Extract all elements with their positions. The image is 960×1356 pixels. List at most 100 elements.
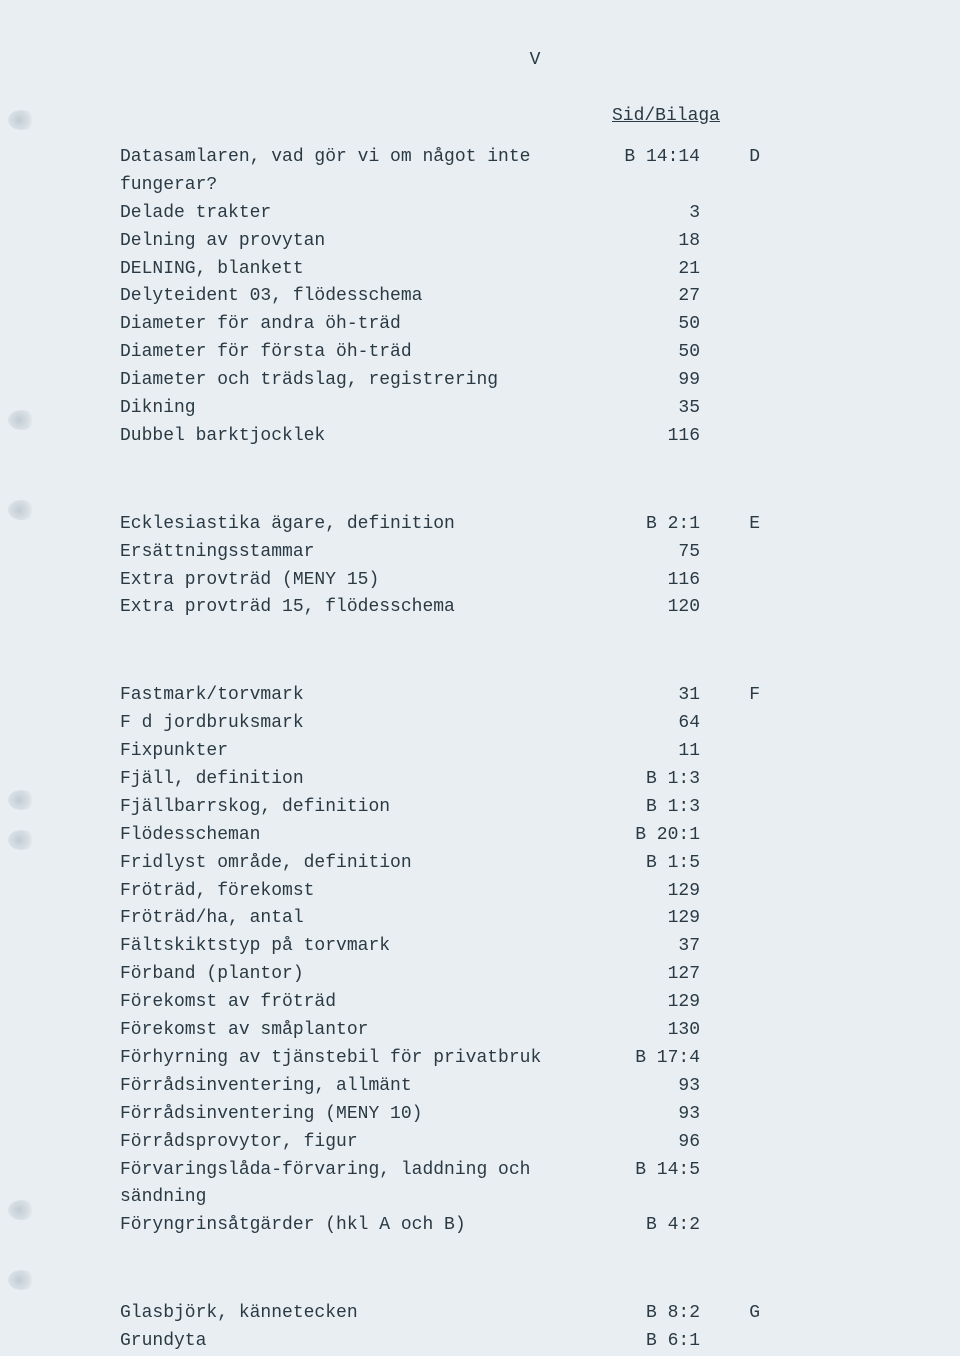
entry-value: 11 bbox=[600, 738, 720, 766]
entry-label: F d jordbruksmark bbox=[120, 710, 600, 738]
entry-value: 50 bbox=[600, 339, 720, 367]
entry-label: Delning av provytan bbox=[120, 228, 600, 256]
section-letter bbox=[720, 567, 760, 595]
entry-label: Glasbjörk, kännetecken bbox=[120, 1300, 600, 1328]
section-letter bbox=[720, 1157, 760, 1213]
entry-value: 93 bbox=[600, 1101, 720, 1129]
section-letter bbox=[720, 710, 760, 738]
entry-value: 18 bbox=[600, 228, 720, 256]
entry-label: Fjällbarrskog, definition bbox=[120, 794, 600, 822]
entry-value: 27 bbox=[600, 283, 720, 311]
section-letter bbox=[720, 423, 760, 451]
entry-label: Diameter och trädslag, registrering bbox=[120, 367, 600, 395]
index-row: Fixpunkter11 bbox=[120, 738, 890, 766]
index-row: FlödesschemanB 20:1 bbox=[120, 822, 890, 850]
index-row: Föryngrinsåtgärder (hkl A och B)B 4:2 bbox=[120, 1212, 890, 1240]
entry-label: Dubbel barktjocklek bbox=[120, 423, 600, 451]
entry-value: 127 bbox=[600, 961, 720, 989]
section-letter bbox=[720, 822, 760, 850]
section-letter bbox=[720, 1045, 760, 1073]
entry-label: Datasamlaren, vad gör vi om något inte f… bbox=[120, 144, 600, 200]
section-letter bbox=[720, 1017, 760, 1045]
entry-label: Förrådsinventering, allmänt bbox=[120, 1073, 600, 1101]
section-letter bbox=[720, 200, 760, 228]
index-row: Diameter för andra öh-träd50 bbox=[120, 311, 890, 339]
index-row: Förrådsinventering (MENY 10)93 bbox=[120, 1101, 890, 1129]
index-section: Glasbjörk, känneteckenB 8:2GGrundytaB 6:… bbox=[120, 1300, 890, 1356]
entry-label: Diameter för första öh-träd bbox=[120, 339, 600, 367]
section-letter bbox=[720, 1212, 760, 1240]
entry-value: 129 bbox=[600, 905, 720, 933]
index-row: Fridlyst område, definitionB 1:5 bbox=[120, 850, 890, 878]
section-letter bbox=[720, 339, 760, 367]
entry-label: Delyteident 03, flödesschema bbox=[120, 283, 600, 311]
index-row: Förrådsprovytor, figur96 bbox=[120, 1129, 890, 1157]
index-row: Fröträd, förekomst129 bbox=[120, 878, 890, 906]
entry-label: Extra provträd (MENY 15) bbox=[120, 567, 600, 595]
entry-value: 3 bbox=[600, 200, 720, 228]
section-letter bbox=[720, 989, 760, 1017]
section-letter bbox=[720, 961, 760, 989]
binding-mark bbox=[8, 1200, 36, 1220]
entry-value: B 1:5 bbox=[600, 850, 720, 878]
entry-value: B 6:1 bbox=[600, 1328, 720, 1356]
index-row: Fastmark/torvmark31F bbox=[120, 682, 890, 710]
entry-label: Förekomst av småplantor bbox=[120, 1017, 600, 1045]
index-row: Diameter för första öh-träd50 bbox=[120, 339, 890, 367]
entry-label: Ersättningsstammar bbox=[120, 539, 600, 567]
index-row: Ecklesiastika ägare, definitionB 2:1E bbox=[120, 511, 890, 539]
entry-label: Fröträd, förekomst bbox=[120, 878, 600, 906]
entry-label: Dikning bbox=[120, 395, 600, 423]
entry-value: B 1:3 bbox=[600, 766, 720, 794]
index-row: Delade trakter3 bbox=[120, 200, 890, 228]
entry-value: 116 bbox=[600, 567, 720, 595]
index-row: Extra provträd 15, flödesschema120 bbox=[120, 594, 890, 622]
entry-label: Förrådsinventering (MENY 10) bbox=[120, 1101, 600, 1129]
entry-value: 50 bbox=[600, 311, 720, 339]
index-row: Förekomst av fröträd129 bbox=[120, 989, 890, 1017]
section-letter bbox=[720, 367, 760, 395]
section-letter bbox=[720, 283, 760, 311]
section-letter bbox=[720, 933, 760, 961]
entry-value: B 2:1 bbox=[600, 511, 720, 539]
index-row: Förrådsinventering, allmänt93 bbox=[120, 1073, 890, 1101]
section-letter bbox=[720, 1129, 760, 1157]
entry-label: Fältskiktstyp på torvmark bbox=[120, 933, 600, 961]
entry-value: B 14:5 bbox=[600, 1157, 720, 1213]
section-letter: G bbox=[720, 1300, 760, 1328]
index-section: Ecklesiastika ägare, definitionB 2:1EErs… bbox=[120, 511, 890, 623]
entry-label: Fröträd/ha, antal bbox=[120, 905, 600, 933]
entry-label: Grundyta bbox=[120, 1328, 600, 1356]
index-section: Fastmark/torvmark31FF d jordbruksmark64F… bbox=[120, 682, 890, 1240]
entry-value: B 20:1 bbox=[600, 822, 720, 850]
index-row: F d jordbruksmark64 bbox=[120, 710, 890, 738]
binding-mark bbox=[8, 410, 36, 430]
entry-label: Fridlyst område, definition bbox=[120, 850, 600, 878]
binding-mark bbox=[8, 110, 36, 130]
entry-label: Fastmark/torvmark bbox=[120, 682, 600, 710]
index-row: Ersättningsstammar75 bbox=[120, 539, 890, 567]
section-letter bbox=[720, 850, 760, 878]
binding-mark bbox=[8, 1270, 36, 1290]
section-letter: F bbox=[720, 682, 760, 710]
entry-label: Fixpunkter bbox=[120, 738, 600, 766]
section-letter bbox=[720, 794, 760, 822]
index-row: Fjäll, definitionB 1:3 bbox=[120, 766, 890, 794]
index-section: Datasamlaren, vad gör vi om något inte f… bbox=[120, 144, 890, 451]
index-row: Fjällbarrskog, definitionB 1:3 bbox=[120, 794, 890, 822]
entry-label: Delade trakter bbox=[120, 200, 600, 228]
entry-value: 31 bbox=[600, 682, 720, 710]
index-row: Diameter och trädslag, registrering99 bbox=[120, 367, 890, 395]
index-row: Förband (plantor)127 bbox=[120, 961, 890, 989]
entry-value: 120 bbox=[600, 594, 720, 622]
index-row: GrundytaB 6:1 bbox=[120, 1328, 890, 1356]
section-letter bbox=[720, 395, 760, 423]
entry-value: 99 bbox=[600, 367, 720, 395]
entry-label: Förhyrning av tjänstebil för privatbruk bbox=[120, 1045, 600, 1073]
binding-mark bbox=[8, 790, 36, 810]
section-letter bbox=[720, 1073, 760, 1101]
section-letter bbox=[720, 1101, 760, 1129]
index-row: Delyteident 03, flödesschema27 bbox=[120, 283, 890, 311]
entry-label: Förekomst av fröträd bbox=[120, 989, 600, 1017]
entry-label: Ecklesiastika ägare, definition bbox=[120, 511, 600, 539]
